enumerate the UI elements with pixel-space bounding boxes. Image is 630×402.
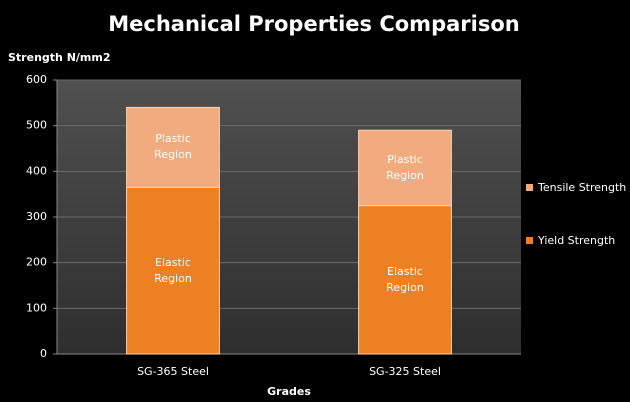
y-tick-label: 300 bbox=[26, 210, 47, 223]
x-tick-label: SG-365 Steel bbox=[137, 365, 209, 378]
region-label: Elastic Region bbox=[386, 264, 424, 294]
legend-label: Tensile Strength bbox=[537, 181, 626, 194]
region-label: Elastic Region bbox=[154, 255, 192, 285]
region-label: Plastic Region bbox=[386, 152, 424, 182]
legend-swatch bbox=[526, 237, 533, 244]
y-axis-title: Strength N/mm2 bbox=[8, 51, 111, 64]
y-tick-label: 400 bbox=[26, 164, 47, 177]
y-tick-label: 600 bbox=[26, 73, 47, 86]
y-tick-label: 500 bbox=[26, 119, 47, 132]
y-tick-label: 100 bbox=[26, 301, 47, 314]
y-tick-label: 200 bbox=[26, 256, 47, 269]
region-label: Plastic Region bbox=[154, 132, 192, 162]
legend-label: Yield Strength bbox=[537, 234, 615, 247]
y-tick-label: 0 bbox=[40, 347, 47, 360]
bar-segment bbox=[358, 205, 452, 355]
x-tick-label: SG-325 Steel bbox=[369, 365, 441, 378]
chart-title: Mechanical Properties Comparison bbox=[108, 12, 519, 36]
bar-segment bbox=[358, 129, 452, 207]
x-axis-title: Grades bbox=[267, 385, 311, 398]
legend-swatch bbox=[526, 184, 533, 191]
bar-segment bbox=[126, 106, 220, 188]
